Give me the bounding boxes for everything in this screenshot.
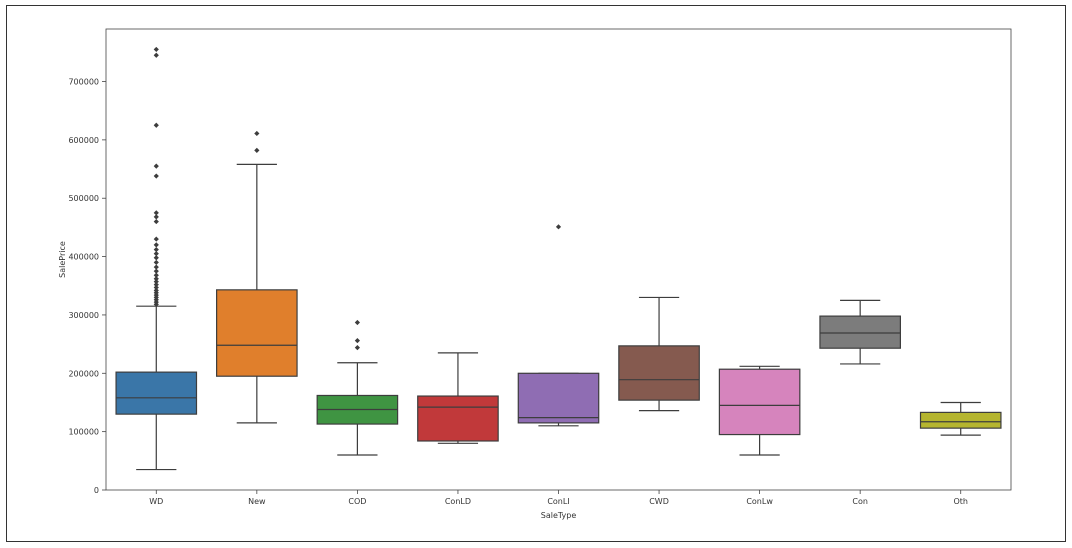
outlier-point xyxy=(153,163,159,169)
outlier-point xyxy=(153,214,159,220)
y-axis: 0 100000 200000 300000 400000 500000 600000 700… xyxy=(68,78,106,495)
x-tick-label: Oth xyxy=(953,497,968,506)
y-tick-label: 0 xyxy=(94,486,99,495)
outlier-point xyxy=(153,246,159,253)
plot-area xyxy=(105,28,1012,491)
x-tick-label: New xyxy=(248,497,266,506)
outlier-point xyxy=(153,284,159,291)
box-conlw xyxy=(718,365,801,456)
box-iqr xyxy=(618,345,700,401)
outlier-point xyxy=(254,130,260,137)
box-conld xyxy=(417,352,499,444)
x-axis-label: SaleType xyxy=(541,511,577,520)
box-wd xyxy=(115,46,198,471)
x-tick-label: Con xyxy=(852,497,868,506)
outlier-point xyxy=(153,279,159,285)
box-iqr xyxy=(718,368,801,436)
outlier-point xyxy=(153,276,159,282)
x-axis: WD New COD ConLD ConLI CWD ConLw Con Oth xyxy=(149,490,968,506)
box-iqr xyxy=(919,411,1002,429)
x-tick-label: WD xyxy=(149,497,163,506)
outlier-point xyxy=(153,281,159,288)
y-tick-label: 400000 xyxy=(68,253,99,262)
box-oth xyxy=(919,401,1002,436)
x-tick-label: CWD xyxy=(649,497,669,506)
outlier-point xyxy=(153,272,159,278)
boxplot-chart: 0 100000 200000 300000 400000 500000 600000 700… xyxy=(58,28,1012,520)
outlier-point xyxy=(354,319,360,326)
outlier-point xyxy=(153,46,159,53)
outlier-point xyxy=(354,345,360,351)
outlier-point xyxy=(254,147,260,153)
chart-frame: 0 100000 200000 300000 400000 500000 600000 700… xyxy=(6,5,1066,542)
box-iqr xyxy=(115,371,198,415)
outlier-point xyxy=(153,287,159,294)
outlier-point xyxy=(153,264,159,270)
x-tick-label: COD xyxy=(348,497,366,506)
box-iqr xyxy=(417,395,499,442)
outlier-point xyxy=(153,173,159,179)
box-conli xyxy=(517,224,600,427)
box-con xyxy=(819,299,901,365)
outlier-point xyxy=(153,268,159,274)
y-tick-label: 700000 xyxy=(68,78,99,87)
outlier-point xyxy=(354,338,360,344)
x-tick-label: ConLw xyxy=(746,497,773,506)
outlier-point xyxy=(153,52,159,58)
x-tick-label: ConLD xyxy=(445,497,471,506)
box-iqr xyxy=(216,289,298,377)
box-cwd xyxy=(618,296,700,412)
box-iqr xyxy=(819,315,901,349)
outlier-point xyxy=(153,210,159,216)
y-tick-label: 300000 xyxy=(68,311,99,320)
outlier-point xyxy=(153,218,159,225)
outlier-point xyxy=(153,236,159,242)
y-tick-label: 200000 xyxy=(68,369,99,378)
outlier-point xyxy=(153,259,159,266)
outlier-point xyxy=(153,122,159,128)
outlier-point xyxy=(153,251,159,257)
box-cod xyxy=(316,319,399,456)
x-tick-label: ConLI xyxy=(547,497,569,506)
y-tick-label: 100000 xyxy=(68,428,99,437)
box-new xyxy=(216,130,298,424)
outlier-point xyxy=(555,224,562,230)
y-tick-label: 600000 xyxy=(68,136,99,145)
y-axis-label: SalePrice xyxy=(58,241,67,278)
box-iqr xyxy=(517,372,600,424)
y-tick-label: 500000 xyxy=(68,194,99,203)
outlier-point xyxy=(153,242,159,248)
